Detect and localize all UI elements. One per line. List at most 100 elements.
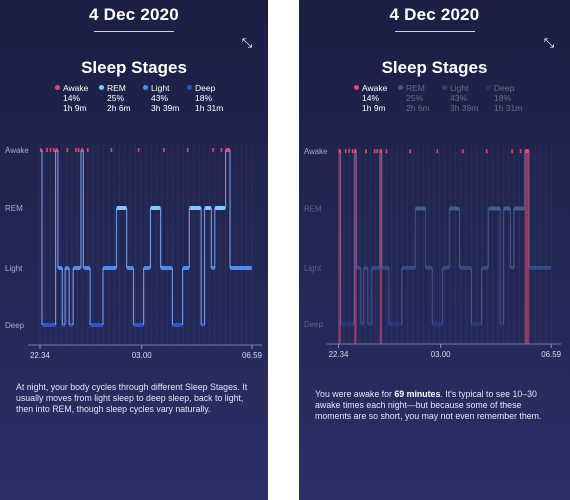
stage-segment	[116, 206, 127, 210]
time-label: 06.59	[242, 351, 263, 360]
stage-label: Awake	[304, 147, 328, 156]
stage-segment	[415, 206, 426, 211]
stage-segment	[371, 265, 380, 270]
stage-segment	[133, 323, 144, 327]
legend-item-awake[interactable]: Awake 14% 1h 9m	[55, 82, 103, 113]
legend-item-deep[interactable]: Deep 18% 1h 31m	[486, 82, 534, 113]
collapse-icon[interactable]: ⤡	[241, 35, 253, 50]
legend-item-rem[interactable]: REM 25% 2h 6m	[398, 82, 446, 113]
stage-segment	[442, 265, 450, 270]
stage-segment	[488, 206, 501, 211]
stage-segment	[379, 149, 383, 154]
legend: Awake 14% 1h 9m REM 25% 2h 6m Light 43% …	[55, 82, 255, 113]
legend-item-light[interactable]: Light 43% 3h 39m	[442, 82, 490, 113]
sleep-stages-screen-awake: 4 Dec 2020 ⤡ Sleep Stages Awake 14% 1h 9…	[299, 0, 570, 500]
brief-awake-tick	[66, 148, 69, 152]
description-segment: 69 minutes	[394, 389, 441, 399]
awake-highlight-band	[379, 149, 383, 344]
stage-segment	[360, 322, 364, 327]
stage-segment	[201, 323, 205, 327]
brief-awake-tick	[77, 148, 80, 152]
stage-segment	[513, 206, 525, 211]
brief-awake-tick	[186, 148, 189, 152]
stage-label: Deep	[304, 320, 324, 329]
sleep-stage-chart[interactable]: Awake REM Light Deep 22.34 03.00 06.59	[299, 138, 567, 368]
description-text: At night, your body cycles through diffe…	[16, 382, 256, 415]
brief-awake-tick	[220, 148, 223, 152]
legend-item-light[interactable]: Light 43% 3h 39m	[143, 82, 191, 113]
brief-awake-tick	[351, 149, 354, 154]
stage-segment	[69, 323, 74, 327]
legend-dot	[398, 85, 403, 91]
stage-segment	[65, 266, 70, 270]
stage-segment	[524, 149, 530, 154]
stage-label: REM	[5, 204, 23, 213]
brief-awake-tick	[110, 148, 113, 152]
collapse-icon[interactable]: ⤡	[543, 35, 555, 50]
brief-awake-tick	[385, 149, 388, 154]
brief-awake-tick	[46, 148, 48, 152]
stage-segment	[172, 323, 183, 327]
sleep-stage-chart[interactable]: Awake REM Light Deep 22.34 03.00 06.59	[0, 138, 268, 368]
brief-awake-tick	[86, 148, 89, 152]
legend-dot	[354, 85, 359, 91]
brief-awake-tick	[376, 149, 379, 154]
page-title: Sleep Stages	[81, 58, 187, 77]
legend-dot	[187, 85, 192, 91]
sleep-stages-screen-all: 4 Dec 2020 ⤡ Sleep Stages Awake 14% 1h 9…	[0, 0, 268, 500]
stage-segment	[90, 323, 103, 327]
legend-item-awake[interactable]: Awake 14% 1h 9m	[354, 82, 402, 113]
brief-awake-tick	[462, 149, 464, 154]
time-label: 22.34	[329, 350, 349, 359]
description-segment: . It's typical to see 10–30 awake times …	[315, 389, 542, 421]
brief-awake-tick	[436, 149, 439, 154]
stage-label: Deep	[5, 321, 25, 330]
stage-segment	[126, 266, 134, 270]
page-title: Sleep Stages	[381, 58, 488, 77]
brief-awake-tick	[348, 149, 350, 154]
time-label: 03.00	[132, 351, 153, 360]
time-label: 03.00	[431, 350, 451, 359]
legend: Awake 14% 1h 9m REM 25% 2h 6m Light 43% …	[354, 82, 554, 113]
stage-segment	[225, 148, 230, 152]
date-label: 4 Dec 2020	[89, 5, 179, 24]
brief-awake-tick	[485, 149, 488, 154]
awake-highlight-band	[354, 149, 357, 344]
stage-segment	[471, 322, 482, 327]
time-label: 06.59	[541, 350, 561, 359]
stage-segment	[150, 206, 161, 210]
description-text: You were awake for 69 minutes. It's typi…	[315, 389, 555, 422]
brief-awake-tick	[511, 149, 513, 154]
stage-segment	[229, 266, 252, 270]
date-label: 4 Dec 2020	[389, 5, 480, 24]
brief-awake-tick	[163, 148, 165, 152]
brief-awake-tick	[49, 148, 52, 152]
brief-awake-tick	[212, 148, 214, 152]
stage-segment	[83, 266, 91, 270]
stage-segment	[503, 206, 511, 211]
brief-awake-tick	[137, 148, 140, 152]
date-underline	[394, 31, 475, 32]
stage-segment	[432, 322, 443, 327]
stage-segment	[529, 265, 552, 270]
stage-label: REM	[304, 204, 322, 213]
stage-label: Awake	[5, 146, 29, 155]
stage-segment	[481, 265, 489, 270]
awake-highlight-band	[338, 149, 342, 344]
brief-awake-tick	[409, 149, 412, 154]
stage-segment	[182, 266, 190, 270]
legend-dot	[99, 85, 104, 91]
stage-segment	[500, 322, 504, 327]
description-segment: You were awake for	[315, 389, 395, 399]
legend-item-rem[interactable]: REM 25% 2h 6m	[99, 82, 147, 113]
stage-segment	[510, 265, 514, 270]
stage-segment	[354, 149, 357, 154]
stage-segment	[143, 266, 151, 270]
legend-dot	[486, 85, 491, 91]
stage-segment	[214, 206, 226, 210]
stage-segment	[449, 206, 460, 211]
stage-segment	[204, 206, 212, 210]
stage-segment	[42, 323, 56, 327]
legend-item-deep[interactable]: Deep 18% 1h 31m	[187, 82, 235, 113]
legend-dot	[442, 85, 447, 91]
